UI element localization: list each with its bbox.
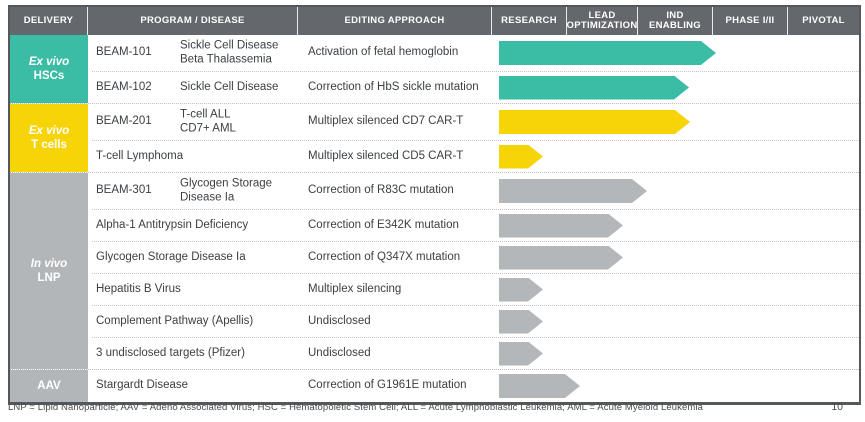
column-header-lead-optimization: LEAD OPTIMIZATION [567, 7, 638, 35]
editing-approach: Correction of Q347X mutation [308, 250, 461, 263]
column-header-phase-i-ii: PHASE I/II [713, 7, 788, 35]
pipeline-row: BEAM-101 Sickle Cell Disease Beta Thalas… [92, 35, 859, 71]
column-header-editing-approach: EDITING APPROACH [298, 7, 492, 35]
table-header-row: DELIVERY PROGRAM / DISEASE EDITING APPRO… [10, 7, 859, 35]
delivery-label-line2: LNP [37, 272, 61, 284]
program-code: BEAM-102 [96, 80, 152, 93]
progress-arrow [499, 310, 543, 334]
editing-approach: Undisclosed [308, 314, 371, 327]
pipeline-table: DELIVERY PROGRAM / DISEASE EDITING APPRO… [8, 5, 861, 405]
editing-approach: Activation of fetal hemoglobin [308, 46, 459, 59]
progress-arrow [499, 179, 647, 203]
program-code: BEAM-301 [96, 184, 152, 197]
disease-name: Alpha-1 Antitrypsin Deficiency [96, 218, 249, 231]
editing-approach: Correction of G1961E mutation [308, 379, 467, 392]
section-rows: BEAM-101 Sickle Cell Disease Beta Thalas… [92, 35, 859, 103]
pipeline-row: BEAM-301 Glycogen Storage Disease Ia Cor… [92, 173, 859, 209]
disease-name: Glycogen Storage Disease Ia [96, 250, 246, 263]
page-number: 10 [831, 401, 843, 413]
editing-approach: Multiplex silencing [308, 282, 402, 295]
section-rows: BEAM-301 Glycogen Storage Disease Ia Cor… [92, 173, 859, 369]
program-code: BEAM-101 [96, 46, 152, 59]
delivery-cell: In vivo LNP [10, 173, 88, 369]
progress-arrow [499, 246, 623, 270]
delivery-label-line1: Ex vivo [28, 124, 70, 137]
progress-arrow [499, 374, 580, 398]
delivery-cell: AAV [10, 370, 88, 402]
delivery-label-line1: In vivo [30, 257, 68, 270]
disease-name: 3 undisclosed targets (Pfizer) [96, 346, 245, 359]
disease-name: Glycogen Storage Disease Ia [180, 177, 273, 203]
delivery-cell: Ex vivo HSCs [10, 35, 88, 103]
progress-arrow [499, 145, 543, 169]
disease-name: Hepatitis B Virus [96, 282, 181, 295]
disease-name: Complement Pathway (Apellis) [96, 314, 254, 327]
column-header-pivotal: PIVOTAL [802, 14, 845, 26]
delivery-label-line2: HSCs [33, 70, 65, 82]
pipeline-row: Complement Pathway (Apellis) Undisclosed [92, 305, 859, 337]
pipeline-row: BEAM-201 T-cell ALL CD7+ AML Multiplex s… [92, 104, 859, 140]
delivery-label-line1: AAV [37, 379, 61, 392]
pipeline-row: Alpha-1 Antitrypsin Deficiency Correctio… [92, 209, 859, 241]
progress-arrow [499, 110, 690, 134]
pipeline-row: Glycogen Storage Disease Ia Correction o… [92, 241, 859, 273]
pipeline-row: T-cell Lymphoma Multiplex silenced CD5 C… [92, 140, 859, 172]
editing-approach: Correction of HbS sickle mutation [308, 80, 479, 93]
pipeline-row: 3 undisclosed targets (Pfizer) Undisclos… [92, 337, 859, 369]
delivery-label-line1: Ex vivo [28, 55, 70, 68]
column-header-delivery: DELIVERY [10, 7, 88, 35]
column-header-ind-enabling: IND ENABLING [638, 7, 713, 35]
disease-name: Sickle Cell Disease Beta Thalassemia [180, 39, 279, 65]
delivery-section: In vivo LNP BEAM-301 Glycogen Storage Di… [10, 172, 859, 369]
progress-arrow [499, 278, 543, 302]
editing-approach: Undisclosed [308, 346, 371, 359]
editing-approach: Multiplex silenced CD7 CAR-T [308, 115, 464, 128]
delivery-section: Ex vivo HSCs BEAM-101 Sickle Cell Diseas… [10, 35, 859, 103]
table-body: Ex vivo HSCs BEAM-101 Sickle Cell Diseas… [10, 35, 859, 402]
column-header-program-disease: PROGRAM / DISEASE [88, 7, 298, 35]
delivery-section: Ex vivo T cells BEAM-201 T-cell ALL CD7+… [10, 103, 859, 172]
delivery-label-line2: T cells [31, 139, 67, 151]
delivery-cell: Ex vivo T cells [10, 104, 88, 172]
editing-approach: Correction of E342K mutation [308, 218, 459, 231]
column-header-research: RESEARCH [492, 7, 567, 35]
disease-name: Sickle Cell Disease [180, 80, 279, 93]
section-rows: BEAM-201 T-cell ALL CD7+ AML Multiplex s… [92, 104, 859, 172]
progress-arrow [499, 76, 689, 100]
program-code: BEAM-201 [96, 115, 152, 128]
pipeline-row: Hepatitis B Virus Multiplex silencing [92, 273, 859, 305]
progress-arrow [499, 214, 623, 238]
editing-approach: Multiplex silenced CD5 CAR-T [308, 149, 464, 162]
editing-approach: Correction of R83C mutation [308, 184, 454, 197]
delivery-section: AAV Stargardt Disease Correction of G196… [10, 369, 859, 402]
pipeline-row: BEAM-102 Sickle Cell Disease Correction … [92, 71, 859, 103]
section-rows: Stargardt Disease Correction of G1961E m… [92, 370, 859, 402]
progress-arrow [499, 41, 716, 65]
progress-arrow [499, 342, 543, 366]
disease-name: T-cell ALL CD7+ AML [180, 108, 236, 134]
abbreviations-footnote: LNP = Lipid Nanoparticle; AAV = Adeno As… [8, 402, 703, 413]
pipeline-row: Stargardt Disease Correction of G1961E m… [92, 370, 859, 402]
disease-name: Stargardt Disease [96, 379, 189, 392]
disease-name: T-cell Lymphoma [96, 149, 184, 162]
